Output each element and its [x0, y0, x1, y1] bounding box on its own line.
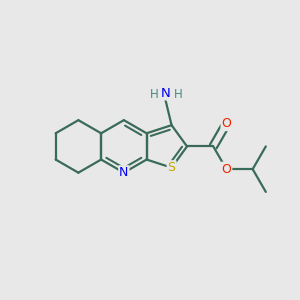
- Text: S: S: [168, 161, 176, 174]
- Text: N: N: [119, 166, 129, 179]
- Text: H: H: [174, 88, 182, 101]
- Text: H: H: [150, 88, 158, 101]
- Text: O: O: [221, 117, 231, 130]
- Text: N: N: [161, 87, 171, 100]
- Text: O: O: [221, 163, 231, 176]
